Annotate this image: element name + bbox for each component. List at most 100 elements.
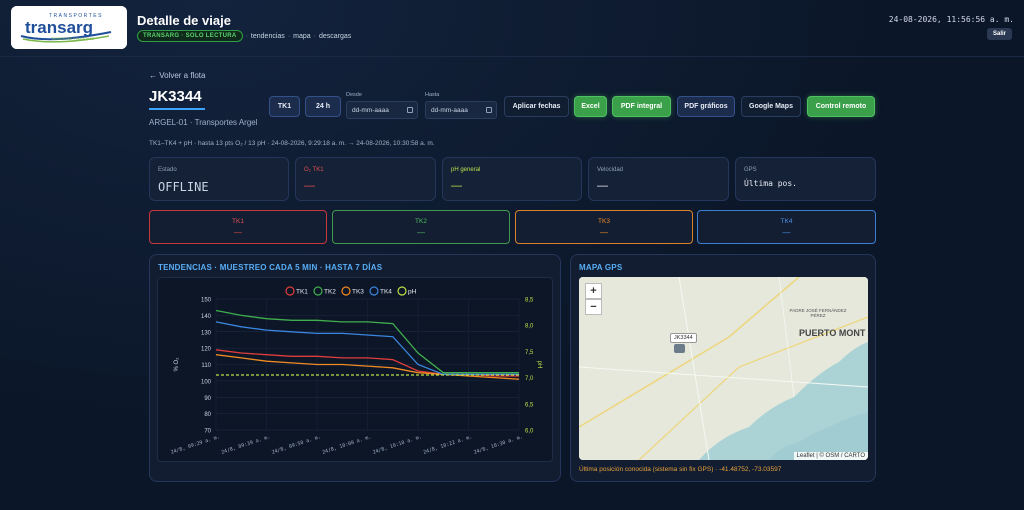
calendar-icon[interactable] [486, 107, 492, 113]
zoom-out-button[interactable]: − [585, 299, 602, 315]
legend-marker-tk2 [313, 286, 323, 296]
y-tick-label: 110 [201, 363, 211, 369]
legend-label-tk2: TK2 [324, 289, 336, 296]
tank-card-tk4[interactable]: TK4 — [697, 210, 876, 244]
tank-label: TK4 [780, 218, 793, 225]
logout-button[interactable]: Salir [986, 28, 1012, 40]
o2-value: — [304, 180, 315, 192]
y-tick-label: 130 [201, 330, 212, 336]
logo-small-text: TRANSPORTES [49, 13, 103, 19]
y-tick-label: 120 [201, 347, 212, 353]
series-line-tk3 [215, 354, 520, 380]
y-tick-label: 140 [201, 314, 212, 320]
ph-label: pH general [451, 167, 481, 173]
y2-tick-label: 7,0 [525, 376, 534, 382]
gps-value: Última pos. [744, 179, 797, 188]
logo-tag-text: TERRESTRE Y MARITIMO [51, 37, 94, 41]
y-axis-title: % O₂ [174, 357, 180, 372]
unit-title: JK3344 [149, 88, 202, 105]
x-tick-label: 24/8, 09:29 a. m. [170, 434, 221, 456]
zoom-in-button[interactable]: + [585, 283, 602, 299]
legend-marker-ph [397, 286, 407, 296]
to-date-placeholder: dd-mm-aaaa [431, 106, 468, 114]
from-label: Desde [346, 92, 362, 98]
map-title: MAPA GPS [579, 263, 623, 272]
tank-select-button[interactable]: TK1 [269, 96, 300, 117]
status-label: Estado [158, 167, 177, 173]
excel-button[interactable]: Excel [574, 96, 607, 117]
from-date-input[interactable]: dd-mm-aaaa [346, 101, 418, 119]
remote-control-button[interactable]: Control remoto [807, 96, 875, 117]
legend-marker-tk4 [369, 286, 379, 296]
tank-value: — [417, 228, 425, 237]
truck-marker-icon[interactable] [674, 344, 685, 353]
series-line-tk4 [215, 321, 519, 375]
legend-marker-tk1 [285, 286, 295, 296]
gps-note: Última posición conocida (sistema sin fi… [579, 466, 782, 473]
legend-label-tk4: TK4 [380, 289, 392, 296]
page-title: Detalle de viaje [137, 13, 231, 28]
city-label: PUERTO MONT [799, 328, 866, 338]
gps-map[interactable]: + − PADRE JOSÉ FERNÁNDEZ PÉREZ PUERTO MO… [579, 277, 868, 460]
tank-value: — [782, 228, 791, 237]
google-maps-button[interactable]: Google Maps [741, 96, 801, 117]
status-value: OFFLINE [158, 180, 209, 194]
separator: · [313, 32, 316, 40]
read-only-badge: TRANSARG · SOLO LECTURA [137, 30, 243, 42]
x-tick-label: 24/8, 10:00 a. m. [322, 434, 373, 456]
y-tick-label: 70 [204, 429, 211, 435]
tank-value: — [600, 228, 608, 237]
header-subnav: TRANSARG · SOLO LECTURA · tendencias · m… [137, 30, 351, 42]
x-tick-label: 24/8, 10:30 a. m. [473, 434, 524, 456]
speed-card: Velocidad — [588, 157, 729, 201]
gps-card: GPS Última pos. [735, 157, 876, 201]
x-tick-label: 24/8, 09:50 a. m. [271, 434, 322, 456]
speed-value: — [597, 180, 608, 192]
tank-card-tk3[interactable]: TK3 — [515, 210, 693, 244]
speed-label: Velocidad [597, 167, 624, 173]
calendar-icon[interactable] [407, 107, 413, 113]
district-label: PADRE JOSÉ FERNÁNDEZ PÉREZ [789, 308, 847, 318]
tank-value: — [234, 228, 242, 237]
gps-label: GPS [744, 167, 757, 173]
apply-dates-button[interactable]: Aplicar fechas [504, 96, 569, 117]
title-underline [149, 108, 205, 110]
ph-card: pH general — [442, 157, 582, 201]
to-date-input[interactable]: dd-mm-aaaa [425, 101, 497, 119]
trend-chart: 150 140 130 120 110 100 90 80 70 8,5 8,0 7,5 7,0 6,5 6… [157, 277, 553, 462]
separator: · [245, 32, 248, 40]
logo-main-text: transarg [25, 18, 93, 37]
tank-label: TK2 [415, 218, 427, 225]
tank-label: TK3 [598, 218, 610, 225]
nav-link-tendencias[interactable]: tendencias [250, 32, 285, 40]
y2-tick-label: 6,0 [525, 429, 534, 435]
nav-link-descargas[interactable]: descargas [318, 32, 352, 40]
tank-card-tk1[interactable]: TK1 — [149, 210, 327, 244]
pdf-charts-button[interactable]: PDF gráficos [677, 96, 735, 117]
tank-card-tk2[interactable]: TK2 — [332, 210, 510, 244]
current-datetime: 24-08-2026, 11:56:56 a. m. [888, 15, 1014, 24]
tank-label: TK1 [232, 218, 244, 225]
trends-title: TENDENCIAS · MUESTREO CADA 5 MIN · HASTA… [158, 263, 383, 272]
trends-panel: TENDENCIAS · MUESTREO CADA 5 MIN · HASTA… [149, 254, 561, 482]
y2-tick-label: 8,5 [525, 298, 534, 304]
x-tick-label: 24/8, 10:10 a. m. [372, 434, 423, 456]
to-label: Hasta [425, 92, 440, 98]
legend-label-tk3: TK3 [352, 289, 364, 296]
y2-tick-label: 7,5 [525, 350, 534, 356]
ph-value: — [451, 180, 462, 192]
from-date-placeholder: dd-mm-aaaa [352, 106, 389, 114]
fleet-subtitle: ARGEL-01 · Transportes Argel [149, 118, 258, 127]
map-tiles [579, 277, 868, 460]
nav-link-mapa[interactable]: mapa [293, 32, 311, 40]
legend-marker-tk3 [341, 286, 351, 296]
y2-tick-label: 8,0 [525, 324, 534, 330]
pdf-full-button[interactable]: PDF integral [612, 96, 671, 117]
back-to-fleet-link[interactable]: ← Volver a flota [149, 71, 206, 80]
transarg-logo[interactable]: TRANSPORTES transarg TERRESTRE Y MARITIM… [11, 6, 127, 49]
o2-label: O₂ TK1 [304, 167, 324, 173]
status-card: Estado OFFLINE [149, 157, 289, 201]
map-attribution[interactable]: Leaflet | © OSM / CARTO [793, 452, 868, 460]
legend-label-ph: pH [408, 289, 417, 296]
range-24h-button[interactable]: 24 h [305, 96, 341, 117]
